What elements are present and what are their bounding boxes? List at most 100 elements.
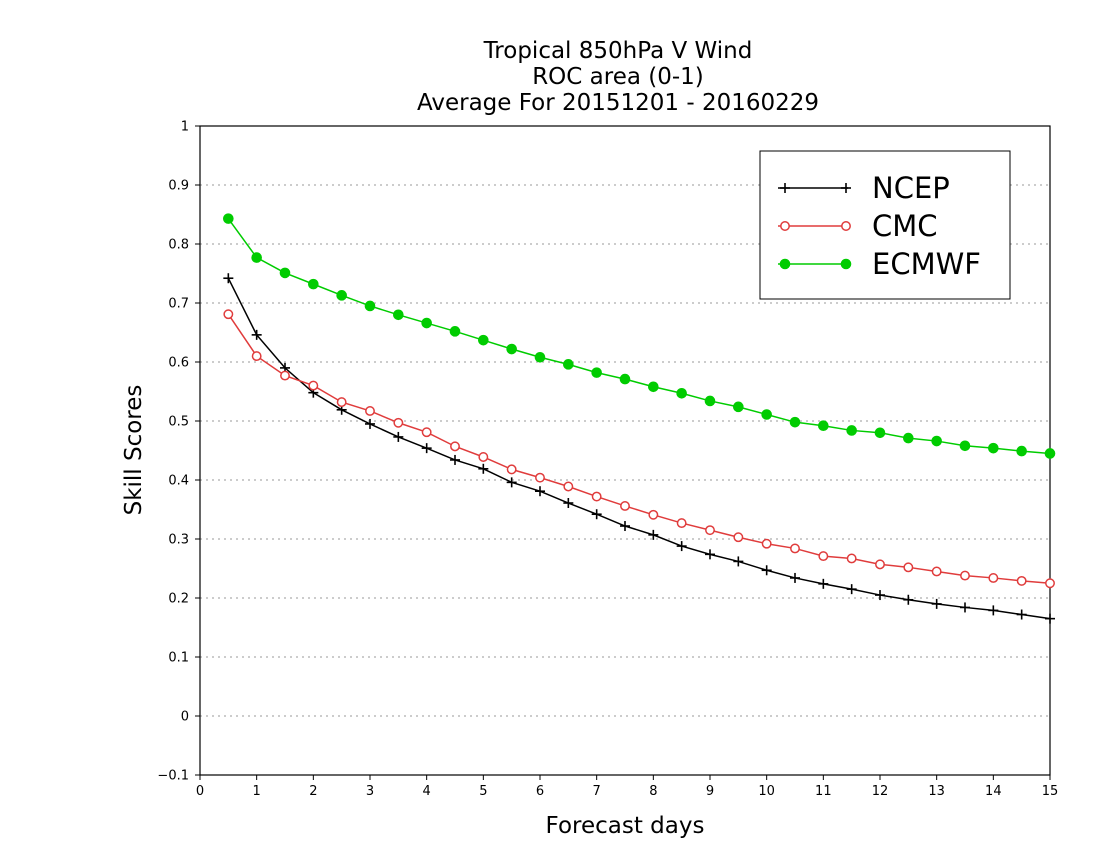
series-line-cmc bbox=[227, 313, 1051, 584]
x-tick-label: 0 bbox=[196, 784, 204, 799]
legend-item-ecmwf: ECMWF bbox=[778, 247, 981, 281]
y-axis-ticks: −0.1 0 0.1 0.2 0.3 0.4 0.5 0.6 0.7 0.8 0.9 1 bbox=[157, 120, 200, 784]
data-point-cmc bbox=[931, 566, 942, 577]
data-point-ncep bbox=[365, 418, 375, 429]
data-point-ecmwf bbox=[818, 420, 829, 432]
data-point-cmc bbox=[535, 472, 545, 483]
data-point-ncep bbox=[1045, 613, 1055, 624]
data-point-ncep bbox=[535, 486, 545, 497]
y-axis-title: Skill Scores bbox=[121, 385, 147, 516]
data-point-ecmwf bbox=[846, 425, 857, 436]
y-tick-label: 0.8 bbox=[168, 238, 189, 253]
data-point-ncep bbox=[875, 590, 885, 601]
data-point-ecmwf bbox=[988, 442, 999, 454]
data-point-ncep bbox=[846, 584, 857, 595]
data-point-ncep bbox=[506, 477, 517, 488]
data-point-ecmwf bbox=[1044, 448, 1056, 459]
data-point-cmc bbox=[1016, 575, 1027, 586]
data-point-ecmwf bbox=[393, 309, 404, 321]
y-tick-label: 0.5 bbox=[168, 415, 189, 430]
data-point-ecmwf bbox=[308, 278, 319, 290]
y-tick-label: 0.1 bbox=[168, 651, 189, 666]
y-tick-label: 0.2 bbox=[168, 592, 189, 607]
legend-marker-cmc bbox=[841, 221, 851, 231]
data-point-ecmwf bbox=[648, 381, 659, 393]
x-tick-label: 10 bbox=[758, 784, 775, 799]
data-point-ncep bbox=[931, 598, 942, 609]
x-tick-label: 12 bbox=[872, 784, 889, 799]
data-point-ecmwf bbox=[959, 440, 971, 452]
data-point-ncep bbox=[733, 556, 744, 567]
x-tick-label: 3 bbox=[366, 784, 374, 799]
legend-marker-ecmwf bbox=[840, 258, 852, 270]
chart-subtitle-roc: ROC area (0-1) bbox=[532, 64, 704, 90]
legend-item-cmc: CMC bbox=[778, 209, 938, 243]
data-point-cmc bbox=[818, 551, 829, 562]
data-point-ncep bbox=[478, 463, 489, 474]
data-point-cmc bbox=[251, 351, 262, 362]
data-point-ecmwf bbox=[563, 359, 574, 370]
data-point-ecmwf bbox=[676, 387, 687, 399]
data-point-ecmwf bbox=[789, 416, 801, 428]
data-point-ecmwf bbox=[761, 409, 772, 420]
data-point-ecmwf bbox=[279, 267, 291, 279]
data-point-ncep bbox=[676, 541, 687, 552]
x-tick-label: 1 bbox=[253, 784, 261, 799]
data-point-ecmwf bbox=[421, 317, 432, 329]
series-line-ncep bbox=[227, 277, 1051, 620]
data-point-cmc bbox=[478, 452, 489, 462]
x-axis-ticks: 0 1 2 3 4 5 6 7 8 9 10 11 12 13 14 15 bbox=[196, 775, 1058, 799]
data-point-ncep bbox=[251, 329, 262, 340]
data-point-cmc bbox=[336, 397, 347, 408]
x-tick-label: 2 bbox=[309, 784, 317, 799]
x-tick-label: 7 bbox=[593, 784, 601, 799]
y-tick-label: 1 bbox=[181, 120, 189, 135]
y-tick-label: 0.4 bbox=[168, 474, 189, 489]
y-tick-label: 0.6 bbox=[168, 356, 189, 371]
data-point-ecmwf bbox=[534, 351, 546, 363]
data-point-ncep bbox=[818, 578, 829, 589]
data-point-cmc bbox=[790, 543, 800, 554]
data-point-ecmwf bbox=[619, 373, 631, 385]
data-point-ecmwf bbox=[251, 252, 262, 263]
series-layer bbox=[223, 213, 1056, 624]
data-point-cmc bbox=[450, 441, 460, 452]
x-tick-label: 14 bbox=[985, 784, 1002, 799]
legend: NCEP CMC ECMWF bbox=[759, 150, 1011, 300]
data-point-ecmwf bbox=[478, 334, 489, 346]
y-tick-label: 0.3 bbox=[168, 533, 189, 548]
data-point-cmc bbox=[761, 538, 772, 549]
data-point-cmc bbox=[846, 553, 857, 564]
data-point-ncep bbox=[563, 498, 574, 509]
data-point-ncep bbox=[903, 594, 914, 605]
data-point-cmc bbox=[421, 427, 432, 438]
x-tick-label: 5 bbox=[479, 784, 487, 799]
data-point-ncep bbox=[223, 273, 234, 284]
data-point-ncep bbox=[988, 605, 999, 616]
data-point-cmc bbox=[223, 309, 234, 320]
data-point-ecmwf bbox=[1016, 445, 1027, 457]
x-tick-label: 8 bbox=[649, 784, 657, 799]
y-tick-label: 0.9 bbox=[168, 179, 189, 194]
x-axis-title: Forecast days bbox=[546, 813, 705, 839]
data-point-ecmwf bbox=[931, 435, 942, 447]
x-tick-label: 6 bbox=[536, 784, 544, 799]
data-point-cmc bbox=[648, 509, 659, 520]
data-point-ecmwf bbox=[591, 367, 602, 378]
data-point-ecmwf bbox=[336, 290, 347, 301]
series-cmc bbox=[223, 309, 1055, 589]
data-point-ncep bbox=[450, 454, 460, 465]
data-point-cmc bbox=[875, 559, 885, 570]
legend-box bbox=[759, 150, 1011, 300]
data-point-cmc bbox=[733, 532, 744, 543]
data-point-cmc bbox=[960, 570, 970, 581]
chart-title: Tropical 850hPa V Wind bbox=[483, 38, 753, 64]
legend-item-ncep: NCEP bbox=[778, 171, 950, 205]
legend-marker-cmc bbox=[780, 221, 790, 231]
data-point-ncep bbox=[960, 602, 970, 613]
data-point-ecmwf bbox=[364, 300, 376, 312]
data-point-ncep bbox=[620, 521, 630, 532]
data-point-ncep bbox=[790, 572, 800, 583]
series-ncep bbox=[223, 273, 1055, 624]
data-point-cmc bbox=[988, 572, 999, 583]
